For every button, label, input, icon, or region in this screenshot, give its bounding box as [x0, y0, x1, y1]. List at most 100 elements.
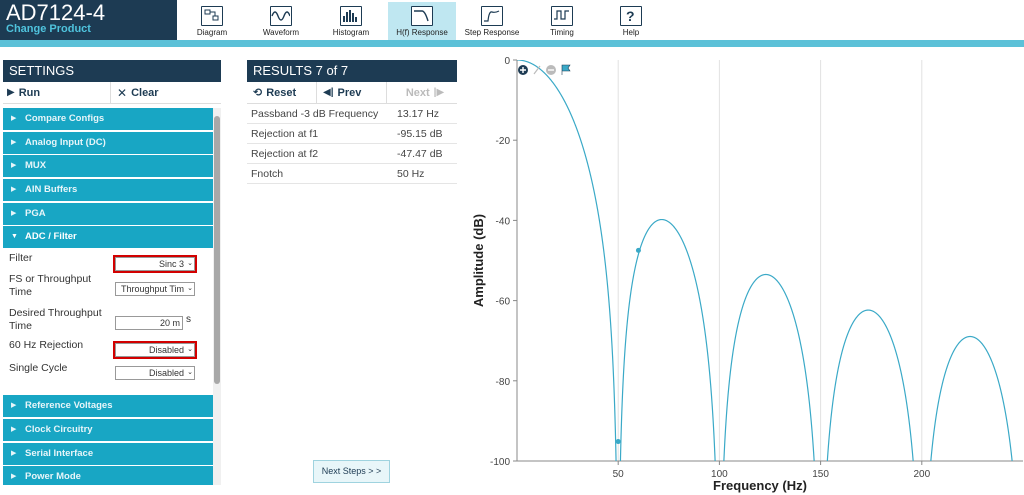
run-label: Run — [18, 87, 41, 99]
reset-button[interactable]: ⟲ Reset — [247, 82, 317, 104]
tab-label: Histogram — [332, 28, 370, 37]
section-label: MUX — [25, 160, 47, 172]
result-row: Passband -3 dB Frequency 13.17 Hz — [247, 104, 457, 124]
diagram-icon — [201, 6, 223, 26]
field-label: Desired Throughput Time — [9, 307, 102, 333]
field-value: Sinc 3 — [158, 259, 184, 270]
tab-label: Help — [622, 28, 640, 37]
close-icon: ✕ — [117, 86, 128, 100]
prev-icon: ◀| — [323, 87, 334, 98]
section-reference-voltages[interactable]: ▶ Reference Voltages — [3, 395, 213, 418]
chevron-right-icon: ▶ — [11, 473, 17, 481]
section-label: AIN Buffers — [25, 184, 78, 196]
chevron-down-icon: ⌄ — [187, 369, 193, 377]
y-tick-label: -20 — [496, 136, 511, 147]
tab-waveform[interactable]: Waveform — [247, 2, 315, 40]
x-tick-label: 100 — [711, 469, 728, 480]
section-compare-configs[interactable]: ▶ Compare Configs — [3, 108, 213, 130]
zoom-in-icon[interactable] — [518, 65, 528, 75]
next-label: Next — [405, 87, 430, 99]
frequency-response-chart: 0 -20 -40 -60 -80 -100 50 100 150 200 Frequency (H… — [471, 56, 1023, 493]
section-adc-filter[interactable]: ▼ ADC / Filter — [3, 226, 213, 249]
field-value: Throughput Tim — [120, 284, 184, 295]
section-label: Compare Configs — [25, 113, 105, 124]
section-clock-circuitry[interactable]: ▶ Clock Circuitry — [3, 418, 213, 441]
tab-label: Timing — [550, 28, 574, 37]
adc-filter-fields: Filter Sinc 3 ⌄ FS or Throughput Time Throug… — [3, 250, 213, 396]
x-axis-label: Frequency (Hz) — [713, 478, 807, 493]
tab-label: Step Response — [464, 28, 520, 37]
zoom-select-icon[interactable] — [533, 65, 541, 75]
next-steps-button[interactable]: Next Steps > > — [313, 460, 390, 483]
section-label: PGA — [25, 207, 46, 219]
waveform-icon — [270, 6, 292, 26]
result-name: Passband -3 dB Frequency — [251, 108, 379, 120]
chevron-down-icon: ⌄ — [187, 285, 193, 293]
field-value: Disabled — [148, 345, 184, 356]
tab-timing[interactable]: Timing — [528, 2, 596, 40]
next-icon: |▶ — [433, 87, 445, 98]
x-tick-label: 50 — [613, 469, 625, 480]
results-panel: RESULTS 7 of 7 ⟲ Reset ◀| Prev Next |▶ P… — [247, 60, 457, 184]
chevron-right-icon: ▶ — [11, 115, 17, 122]
x-tick-label: 200 — [913, 469, 930, 480]
filter-select[interactable]: Sinc 3 ⌄ — [113, 255, 197, 274]
settings-panel: SETTINGS ▶ Run ✕ Clear ▶ Compare Configs ▶… — [3, 60, 221, 485]
rejection-60hz-select[interactable]: Disabled ⌄ — [113, 341, 197, 360]
section-mux[interactable]: ▶ MUX — [3, 155, 213, 178]
product-title: AD7124-4 — [6, 0, 106, 25]
run-button[interactable]: ▶ Run — [3, 82, 111, 104]
zoom-out-icon[interactable] — [546, 65, 556, 75]
result-value: 50 Hz — [397, 168, 425, 180]
tab-help[interactable]: ? Help — [597, 2, 665, 40]
section-label: Power Mode — [25, 471, 81, 483]
field-label: FS or Throughput Time — [9, 273, 92, 299]
tab-histogram[interactable]: Histogram — [317, 2, 385, 40]
section-pga[interactable]: ▶ PGA — [3, 202, 213, 225]
tab-h-f-response[interactable]: H(f) Response — [388, 2, 456, 40]
chevron-right-icon: ▶ — [11, 138, 17, 146]
product-brand: AD7124-4 Change Product — [0, 0, 177, 40]
results-toolbar: ⟲ Reset ◀| Prev Next |▶ — [247, 82, 457, 104]
svg-text:?: ? — [626, 8, 635, 24]
chevron-right-icon: ▶ — [11, 425, 17, 433]
data-marker — [615, 439, 621, 445]
tab-label: H(f) Response — [396, 28, 448, 37]
flag-icon[interactable] — [561, 64, 571, 75]
section-label: Clock Circuitry — [25, 423, 93, 435]
result-row: Fnotch 50 Hz — [247, 164, 457, 184]
result-value: -47.47 dB — [397, 148, 443, 160]
single-cycle-select[interactable]: Disabled ⌄ — [115, 366, 195, 381]
section-label: Reference Voltages — [25, 400, 113, 412]
clear-label: Clear — [131, 87, 159, 99]
change-product-link[interactable]: Change Product — [6, 23, 91, 35]
results-title: RESULTS 7 of 7 — [247, 60, 457, 82]
chevron-right-icon: ▶ — [11, 209, 17, 217]
desired-throughput-input[interactable]: 20 m — [115, 316, 183, 331]
help-icon: ? — [620, 6, 642, 26]
section-ain-buffers[interactable]: ▶ AIN Buffers — [3, 179, 213, 202]
y-tick-label: -80 — [496, 377, 511, 388]
section-analog-input-dc-[interactable]: ▶ Analog Input (DC) — [3, 131, 213, 154]
scrollbar-thumb[interactable] — [214, 116, 220, 384]
result-value: -95.15 dB — [397, 128, 443, 140]
chevron-right-icon: ▶ — [11, 162, 17, 170]
section-power-mode[interactable]: ▶ Power Mode — [3, 466, 213, 485]
settings-toolbar: ▶ Run ✕ Clear — [3, 82, 221, 104]
tab-step-response[interactable]: Step Response — [458, 2, 526, 40]
tab-diagram[interactable]: Diagram — [178, 2, 246, 40]
next-button[interactable]: Next |▶ — [387, 82, 457, 104]
section-serial-interface[interactable]: ▶ Serial Interface — [3, 442, 213, 465]
result-name: Rejection at f1 — [251, 128, 319, 140]
chevron-right-icon: ▶ — [11, 449, 17, 457]
field-value: Disabled — [148, 368, 184, 379]
result-value: 13.17 Hz — [397, 108, 440, 120]
prev-button[interactable]: ◀| Prev — [317, 82, 387, 104]
settings-scrollbar[interactable] — [213, 108, 221, 485]
y-tick-label: -60 — [496, 297, 511, 308]
app-header: AD7124-4 Change Product Diagram Waveform H… — [0, 0, 1024, 40]
fs-or-throughput-select[interactable]: Throughput Tim ⌄ — [115, 282, 195, 297]
play-icon: ▶ — [7, 87, 15, 98]
clear-button[interactable]: ✕ Clear — [111, 82, 219, 104]
step-response-icon — [481, 6, 503, 26]
